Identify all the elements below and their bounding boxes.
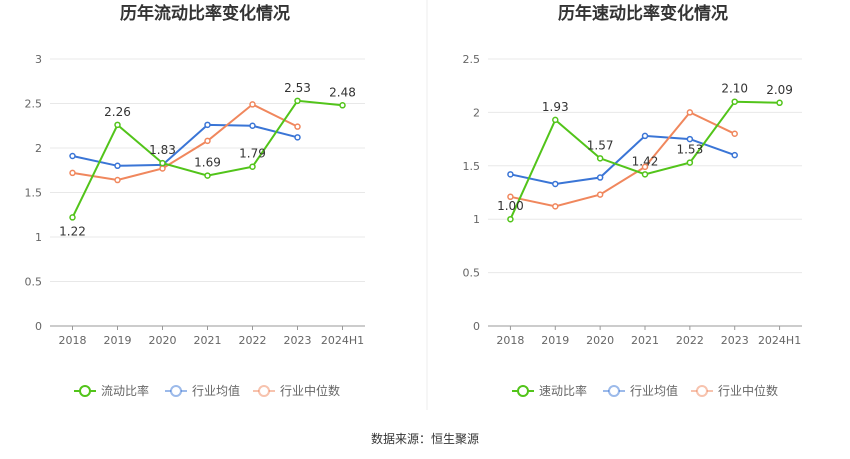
data-point xyxy=(159,165,166,172)
data-point xyxy=(69,169,76,177)
data-label: 1.53 xyxy=(676,143,703,157)
legend-swatch-marker xyxy=(608,385,620,397)
data-point xyxy=(507,193,514,201)
legend-label: 速动比率 xyxy=(539,383,587,398)
data-point xyxy=(686,159,694,166)
x-tick-label: 2018 xyxy=(496,334,524,347)
y-tick-label: 2 xyxy=(473,106,480,119)
data-label: 1.79 xyxy=(239,147,266,161)
data-point xyxy=(204,137,211,145)
data-label: 1.83 xyxy=(149,143,176,157)
x-tick-label: 2021 xyxy=(194,334,222,347)
legend-swatch-marker xyxy=(517,385,529,397)
x-tick-label: 2022 xyxy=(239,334,267,347)
y-tick-label: 2.5 xyxy=(25,98,43,111)
data-label: 2.48 xyxy=(329,85,356,99)
series-line-行业中位数 xyxy=(510,111,736,208)
series-line-行业中位数 xyxy=(72,103,298,182)
x-tick-label: 2023 xyxy=(284,334,312,347)
y-tick-label: 2.5 xyxy=(463,53,481,66)
data-point xyxy=(339,102,346,109)
data-point xyxy=(596,174,604,181)
data-point xyxy=(731,98,738,105)
y-tick-label: 1 xyxy=(35,231,42,244)
data-point xyxy=(249,101,256,108)
data-point xyxy=(641,163,649,171)
data-point xyxy=(114,121,121,129)
data-point xyxy=(776,99,783,107)
y-tick-label: 1.5 xyxy=(463,160,481,173)
data-point xyxy=(69,152,76,160)
data-point xyxy=(552,203,559,210)
chart-title: 历年流动比率变化情况 xyxy=(120,3,290,24)
data-label: 2.09 xyxy=(766,83,793,97)
data-point xyxy=(731,151,738,159)
data-point xyxy=(641,171,649,178)
data-point xyxy=(114,162,121,170)
data-label: 1.57 xyxy=(587,138,614,152)
data-label: 1.93 xyxy=(542,100,569,114)
data-point xyxy=(686,109,694,116)
x-tick-label: 2024H1 xyxy=(321,334,364,347)
data-label: 1.69 xyxy=(194,156,221,170)
legend-swatch-marker xyxy=(79,385,91,397)
data-point xyxy=(69,214,76,221)
y-tick-label: 0 xyxy=(473,320,480,333)
x-tick-label: 2019 xyxy=(541,334,569,347)
data-point xyxy=(507,215,514,223)
legend-label: 行业中位数 xyxy=(718,383,778,398)
data-point xyxy=(731,130,738,138)
x-tick-label: 2024H1 xyxy=(758,334,801,347)
data-point xyxy=(294,97,301,105)
data-point xyxy=(249,122,256,129)
legend-swatch-marker xyxy=(170,385,182,397)
x-tick-label: 2019 xyxy=(104,334,132,347)
x-tick-label: 2018 xyxy=(59,334,87,347)
x-tick-label: 2023 xyxy=(721,334,749,347)
data-label: 1.22 xyxy=(59,224,86,238)
y-tick-label: 0.5 xyxy=(463,267,481,280)
data-label: 1.00 xyxy=(497,199,524,213)
y-tick-label: 1.5 xyxy=(25,187,43,200)
x-tick-label: 2021 xyxy=(631,334,659,347)
series-line-行业均值 xyxy=(72,123,298,167)
chart-title: 历年速动比率变化情况 xyxy=(558,3,728,24)
data-point xyxy=(596,191,604,198)
data-source-note: 数据来源：恒生聚源 xyxy=(370,432,479,446)
data-label: 2.53 xyxy=(284,81,311,95)
y-tick-label: 1 xyxy=(473,213,480,226)
data-point xyxy=(204,121,211,129)
legend-label: 行业均值 xyxy=(192,383,240,398)
data-point xyxy=(114,176,121,184)
data-label: 1.42 xyxy=(632,154,659,168)
data-point xyxy=(159,159,166,167)
legend-label: 行业均值 xyxy=(630,383,678,398)
y-tick-label: 3 xyxy=(35,53,42,66)
x-tick-label: 2020 xyxy=(149,334,177,347)
data-point xyxy=(641,132,649,140)
y-tick-label: 2 xyxy=(35,142,42,155)
data-point xyxy=(294,134,301,141)
data-point xyxy=(596,155,604,162)
data-point xyxy=(507,171,514,178)
data-point xyxy=(552,180,559,188)
data-label: 2.10 xyxy=(721,82,748,96)
data-point xyxy=(249,163,256,170)
series-line-行业均值 xyxy=(510,134,736,186)
y-tick-label: 0 xyxy=(35,320,42,333)
legend-swatch-marker xyxy=(696,385,708,397)
x-tick-label: 2020 xyxy=(586,334,614,347)
data-label: 2.26 xyxy=(104,105,131,119)
data-point xyxy=(686,135,694,143)
legend-label: 流动比率 xyxy=(101,383,149,398)
data-point xyxy=(204,172,211,179)
data-point xyxy=(294,123,301,130)
legend-label: 行业中位数 xyxy=(280,383,340,398)
y-tick-label: 0.5 xyxy=(25,276,43,289)
x-tick-label: 2022 xyxy=(676,334,704,347)
legend-swatch-marker xyxy=(258,385,270,397)
data-point xyxy=(552,116,559,124)
